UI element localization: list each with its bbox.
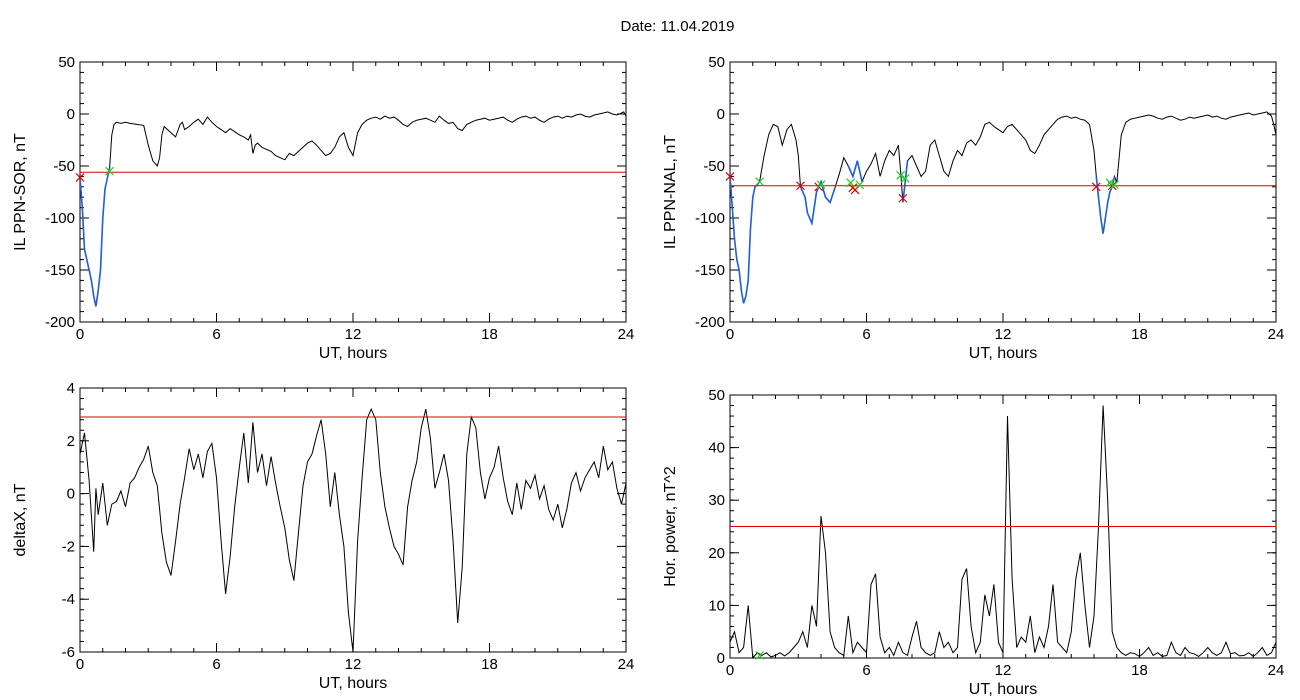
- plot-frame: [79, 61, 627, 323]
- y-axis-title: deltaX, nT: [12, 483, 29, 556]
- y-tick-label: 50: [58, 54, 75, 71]
- y-tick-label: 30: [708, 492, 725, 509]
- y-tick-label: 0: [717, 106, 725, 123]
- y-tick-label: 10: [708, 597, 725, 614]
- marker-green: [105, 166, 114, 176]
- marker-green: [855, 180, 865, 190]
- page-title: Date: 11.04.2019: [620, 18, 735, 35]
- x-axis-title: UT, hours: [319, 345, 387, 362]
- x-tick-label: 12: [995, 326, 1012, 343]
- x-tick-label: 6: [862, 326, 870, 343]
- x-tick-label: 0: [76, 656, 84, 673]
- series-line: [730, 405, 1276, 658]
- y-tick-label: 4: [67, 380, 75, 397]
- highlight-segment: [80, 167, 111, 307]
- x-tick-label: 24: [1268, 326, 1285, 343]
- x-axis-title: UT, hours: [969, 345, 1037, 362]
- y-tick-label: 0: [67, 486, 75, 503]
- series-line: [80, 111, 626, 307]
- highlight-segment: [730, 176, 761, 304]
- y-tick-label: 2: [67, 433, 75, 450]
- highlight-segment: [847, 160, 863, 182]
- y-tick-label: -4: [62, 591, 75, 608]
- marker-red: [796, 181, 805, 191]
- x-tick-label: 0: [76, 326, 84, 343]
- chart-hor-power: 0 6 12 18 24 0 10 20 30 40 50 UT, hours Hor. power, …: [662, 387, 1284, 698]
- marker-green: [900, 174, 910, 183]
- x-tick-label: 18: [1131, 662, 1148, 679]
- y-tick-label: -100: [45, 210, 75, 227]
- x-tick-label: 24: [618, 656, 635, 673]
- highlight-segment: [799, 179, 836, 227]
- marker-green: [846, 178, 855, 188]
- marker-red: [725, 171, 735, 181]
- y-tick-label: 20: [708, 545, 725, 562]
- series-line: [730, 111, 1276, 304]
- plot-frame: [79, 387, 627, 653]
- marker-red: [1091, 182, 1101, 192]
- y-tick-label: 0: [67, 106, 75, 123]
- y-tick-label: -150: [45, 262, 75, 279]
- y-tick-label: 40: [708, 440, 725, 457]
- x-tick-label: 18: [481, 656, 498, 673]
- y-axis-title: IL PPN-SOR, nT: [12, 133, 29, 251]
- marker-green: [816, 180, 826, 190]
- y-tick-label: 50: [708, 54, 725, 71]
- x-axis-title: UT, hours: [969, 681, 1037, 698]
- marker-green: [896, 170, 906, 180]
- y-axis-title: IL PPN-NAL, nT: [662, 135, 679, 249]
- x-tick-label: 12: [995, 662, 1012, 679]
- y-tick-label: -50: [53, 158, 75, 175]
- y-tick-label: 50: [708, 387, 725, 404]
- x-tick-label: 6: [212, 326, 220, 343]
- y-tick-label: -150: [695, 262, 725, 279]
- marker-green: [755, 650, 764, 660]
- marker-red: [898, 193, 908, 203]
- x-tick-label: 24: [1268, 662, 1285, 679]
- y-tick-label: -200: [45, 314, 75, 331]
- x-tick-label: 6: [862, 662, 870, 679]
- chart-il-sor: 0 6 12 18 24 -200 -150 -100 -50 0 50 UT, hours IL PP…: [12, 54, 634, 362]
- highlight-segment: [902, 160, 909, 203]
- series-line: [80, 407, 626, 652]
- x-tick-label: 12: [345, 656, 362, 673]
- marker-green: [1105, 178, 1115, 188]
- plot-frame: [729, 61, 1277, 323]
- y-tick-label: -100: [695, 210, 725, 227]
- chart-il-nal: 0 6 12 18 24 -200 -150 -100 -50 0 50 UT, hours IL PP…: [662, 54, 1284, 362]
- marker-red: [75, 173, 85, 182]
- y-tick-label: -6: [62, 644, 75, 661]
- x-tick-label: 6: [212, 656, 220, 673]
- marker-green: [755, 177, 764, 187]
- y-tick-label: 0: [717, 650, 725, 667]
- y-tick-label: -50: [703, 158, 725, 175]
- y-tick-label: -2: [62, 538, 75, 555]
- x-axis-title: UT, hours: [319, 675, 387, 692]
- marker-green: [1110, 180, 1119, 190]
- x-tick-label: 0: [726, 662, 734, 679]
- x-tick-label: 18: [481, 326, 498, 343]
- x-tick-label: 0: [726, 326, 734, 343]
- x-tick-label: 24: [618, 326, 635, 343]
- y-tick-label: -200: [695, 314, 725, 331]
- y-axis-title: Hor. power, nT^2: [662, 466, 679, 587]
- x-tick-label: 18: [1131, 326, 1148, 343]
- x-tick-label: 12: [345, 326, 362, 343]
